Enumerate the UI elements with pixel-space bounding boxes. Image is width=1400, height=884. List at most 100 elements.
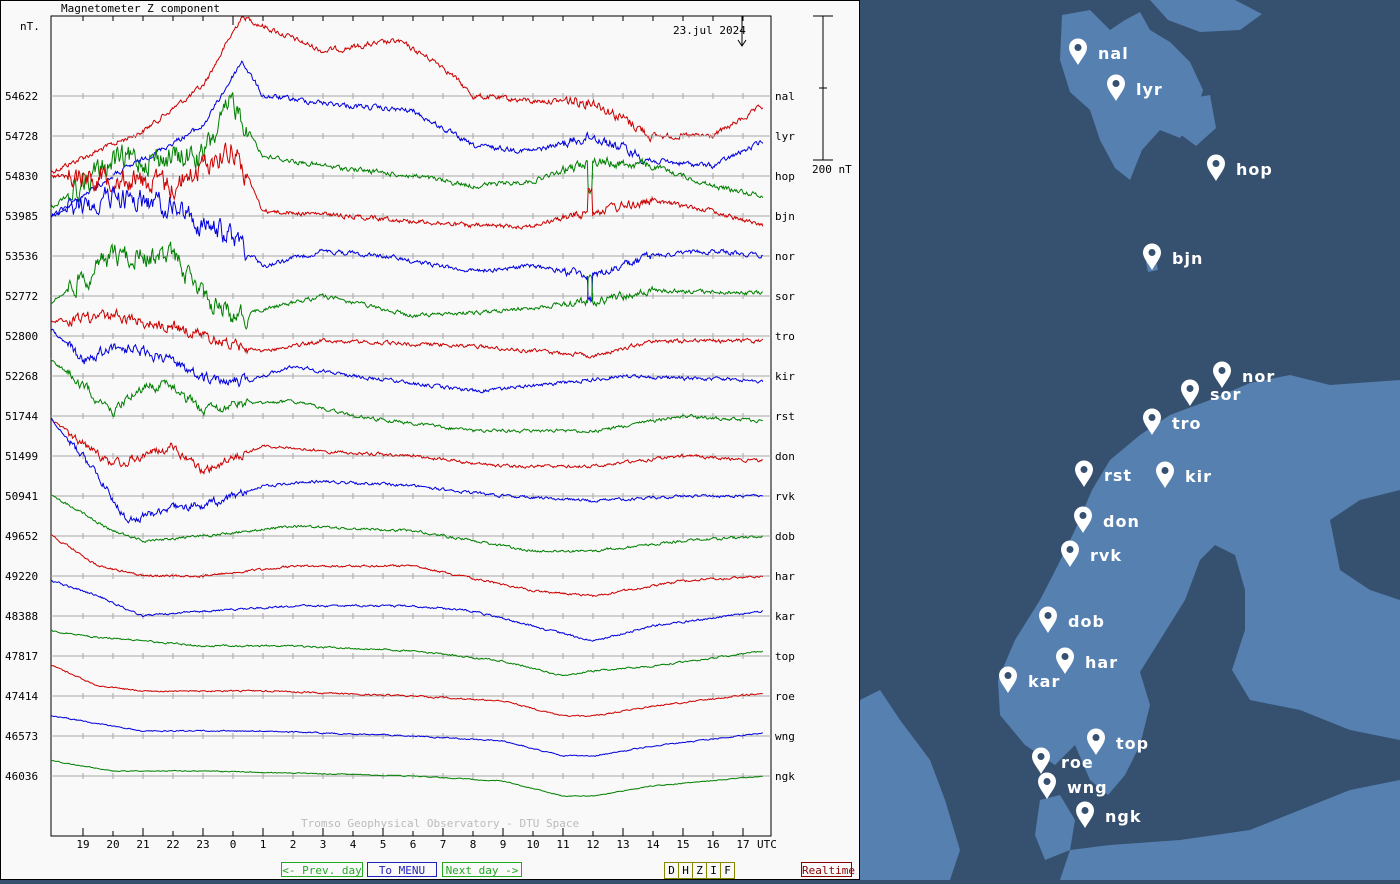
trace-rst bbox=[50, 358, 764, 434]
map-label-tro[interactable]: tro bbox=[1172, 414, 1202, 433]
station-label-bjn: bjn bbox=[775, 210, 795, 223]
time-tick-label: 5 bbox=[380, 838, 387, 851]
time-tick-label: 23 bbox=[196, 838, 209, 851]
map-pin-icon-roe[interactable] bbox=[1031, 747, 1051, 775]
map-pin-icon-don[interactable] bbox=[1073, 506, 1093, 534]
map-label-bjn[interactable]: bjn bbox=[1172, 249, 1204, 268]
baseline-value-kir: 52268 bbox=[5, 370, 38, 383]
baseline-value-nor: 53536 bbox=[5, 250, 38, 263]
baseline-value-roe: 47414 bbox=[5, 690, 38, 703]
trace-bjn bbox=[50, 142, 764, 230]
component-z-button[interactable]: Z bbox=[692, 862, 707, 879]
component-d-button[interactable]: D bbox=[664, 862, 679, 879]
map-pin-icon-bjn[interactable] bbox=[1142, 243, 1162, 271]
component-h-button[interactable]: H bbox=[678, 862, 693, 879]
next-day-button[interactable]: Next day -> bbox=[442, 862, 522, 877]
station-label-hop: hop bbox=[775, 170, 795, 183]
scale-label: 200 nT bbox=[812, 163, 852, 176]
station-label-har: har bbox=[775, 570, 795, 583]
map-label-kar[interactable]: kar bbox=[1028, 672, 1061, 691]
station-label-top: top bbox=[775, 650, 795, 663]
map-pin-icon-top[interactable] bbox=[1086, 728, 1106, 756]
time-tick-label: 21 bbox=[136, 838, 149, 851]
component-f-button[interactable]: F bbox=[720, 862, 735, 879]
map-label-ngk[interactable]: ngk bbox=[1105, 807, 1142, 826]
baseline-value-tro: 52800 bbox=[5, 330, 38, 343]
baseline-value-don: 51499 bbox=[5, 450, 38, 463]
trace-rvk bbox=[50, 418, 764, 524]
trace-roe bbox=[50, 664, 763, 717]
trace-kar bbox=[50, 579, 764, 642]
map-label-roe[interactable]: roe bbox=[1061, 753, 1094, 772]
baseline-value-kar: 48388 bbox=[5, 610, 38, 623]
trace-kir bbox=[50, 328, 764, 394]
time-tick-label: 20 bbox=[106, 838, 119, 851]
map-pin-icon-hop[interactable] bbox=[1206, 154, 1226, 182]
map-label-sor[interactable]: sor bbox=[1210, 385, 1242, 404]
time-tick-label: 3 bbox=[320, 838, 327, 851]
map-pin-icon-kar[interactable] bbox=[998, 666, 1018, 694]
station-label-ngk: ngk bbox=[775, 770, 795, 783]
station-label-nor: nor bbox=[775, 250, 795, 263]
map-label-hop[interactable]: hop bbox=[1236, 160, 1273, 179]
trace-nor bbox=[50, 185, 763, 303]
map-background bbox=[860, 0, 1400, 880]
map-label-dob[interactable]: dob bbox=[1068, 612, 1105, 631]
station-map: nal lyr hop bjn nor sor tro rst kir don rvk dob har k… bbox=[860, 0, 1400, 880]
realtime-button[interactable]: Realtime bbox=[801, 862, 855, 877]
unit-label: nT. bbox=[20, 20, 40, 33]
map-label-rvk[interactable]: rvk bbox=[1090, 546, 1122, 565]
map-pin-icon-kir[interactable] bbox=[1155, 461, 1175, 489]
map-pin-icon-har[interactable] bbox=[1055, 647, 1075, 675]
magnetogram-panel: Magnetometer Z component nT. 23.jul 2024 20… bbox=[0, 0, 860, 880]
time-tick-label: 15 bbox=[676, 838, 689, 851]
baseline-value-har: 49220 bbox=[5, 570, 38, 583]
time-tick-label: 2 bbox=[290, 838, 297, 851]
time-tick-label: 7 bbox=[440, 838, 447, 851]
map-label-top[interactable]: top bbox=[1116, 734, 1150, 753]
map-pin-icon-wng[interactable] bbox=[1037, 772, 1057, 800]
map-pin-icon-nal[interactable] bbox=[1068, 38, 1088, 66]
map-pin-icon-tro[interactable] bbox=[1142, 408, 1162, 436]
to-menu-button[interactable]: To MENU bbox=[367, 862, 437, 877]
map-label-nal[interactable]: nal bbox=[1098, 44, 1129, 63]
baseline-value-hop: 54830 bbox=[5, 170, 38, 183]
time-tick-label: 19 bbox=[76, 838, 89, 851]
map-label-kir[interactable]: kir bbox=[1185, 467, 1213, 486]
land-mass bbox=[1060, 10, 1203, 180]
station-label-kar: kar bbox=[775, 610, 795, 623]
utc-label: UTC bbox=[757, 838, 777, 851]
land-mass bbox=[1180, 95, 1216, 146]
trace-don bbox=[50, 418, 763, 475]
baseline-value-sor: 52772 bbox=[5, 290, 38, 303]
baseline-value-wng: 46573 bbox=[5, 730, 38, 743]
land-mass bbox=[998, 375, 1400, 795]
time-tick-label: 13 bbox=[616, 838, 629, 851]
time-tick-label: 14 bbox=[646, 838, 660, 851]
time-tick-label: 22 bbox=[166, 838, 179, 851]
time-tick-label: 12 bbox=[586, 838, 599, 851]
map-pin-icon-lyr[interactable] bbox=[1106, 74, 1126, 102]
map-label-wng[interactable]: wng bbox=[1067, 778, 1108, 797]
map-label-don[interactable]: don bbox=[1103, 512, 1140, 531]
time-tick-label: 11 bbox=[556, 838, 569, 851]
component-i-button[interactable]: I bbox=[706, 862, 721, 879]
map-label-nor[interactable]: nor bbox=[1242, 367, 1276, 386]
baseline-value-lyr: 54728 bbox=[5, 130, 38, 143]
land-mass bbox=[860, 690, 960, 880]
map-label-lyr[interactable]: lyr bbox=[1136, 80, 1163, 99]
map-pin-icon-nor[interactable] bbox=[1212, 361, 1232, 389]
map-pin-icon-ngk[interactable] bbox=[1075, 801, 1095, 829]
time-tick-label: 8 bbox=[470, 838, 477, 851]
map-label-rst[interactable]: rst bbox=[1104, 466, 1133, 485]
map-pin-icon-dob[interactable] bbox=[1038, 606, 1058, 634]
baseline-value-rst: 51744 bbox=[5, 410, 38, 423]
map-pin-icon-rst[interactable] bbox=[1074, 460, 1094, 488]
trace-har bbox=[50, 533, 764, 598]
time-tick-label: 9 bbox=[500, 838, 507, 851]
map-pin-icon-sor[interactable] bbox=[1180, 379, 1200, 407]
prev-day-button[interactable]: <- Prev. day bbox=[281, 862, 363, 877]
map-label-har[interactable]: har bbox=[1085, 653, 1119, 672]
map-pin-icon-rvk[interactable] bbox=[1060, 540, 1080, 568]
land-mass bbox=[1150, 0, 1262, 32]
